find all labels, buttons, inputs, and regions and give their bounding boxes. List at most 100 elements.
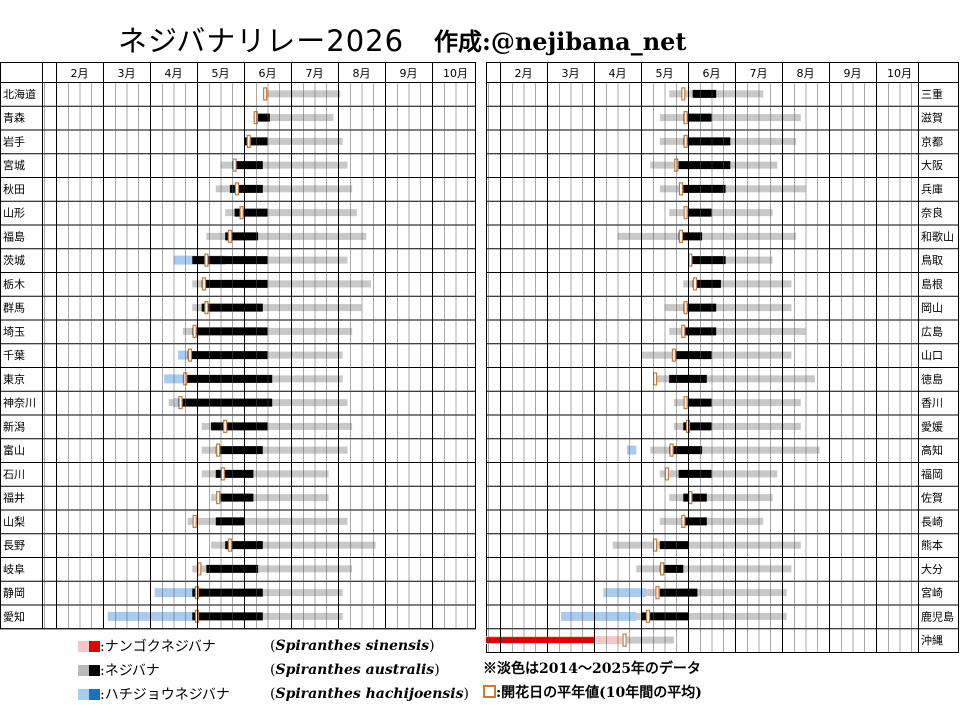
prefecture-label: 福島 (3, 229, 25, 243)
bar-australis-light (688, 256, 773, 264)
prefecture-label: 佐賀 (921, 491, 943, 505)
legend-note-light-text: ※淡色は2014～2025年のデータ (483, 661, 701, 677)
swatch-sinensis-light (78, 641, 89, 652)
bar-australis-dark (688, 256, 726, 265)
prefecture-label: 京都 (921, 134, 943, 148)
avg-marker (681, 324, 686, 338)
bar-australis-dark (673, 351, 712, 360)
prefecture-label: 鳥取 (921, 253, 943, 267)
prefecture-label: 大分 (921, 562, 943, 576)
bar-australis-dark (683, 184, 726, 193)
bar-australis-light (683, 280, 792, 288)
legend-hachijoensis-sci-text: Spiranthes hachijoensis (275, 686, 464, 702)
prefecture-label: 埼玉 (3, 324, 25, 338)
bar-australis-light (201, 470, 329, 478)
avg-marker (652, 538, 658, 552)
legend-note-avg-text: :開花日の平年値(10年間の平均) (496, 685, 702, 701)
prefecture-label: 山口 (921, 349, 943, 362)
bar-australis-light (187, 517, 348, 525)
avg-marker (683, 206, 688, 220)
prefecture-label: 岩手 (3, 134, 25, 148)
bar-australis-dark (683, 113, 712, 122)
bar-australis-dark (187, 351, 268, 360)
bar-australis-dark (232, 161, 263, 170)
bar-australis-light (211, 494, 329, 502)
prefecture-label: 宮崎 (921, 586, 943, 600)
bar-australis-light (612, 541, 801, 549)
avg-marker (227, 538, 232, 552)
bar-australis-dark (182, 374, 273, 383)
avg-marker (234, 182, 240, 196)
prefecture-label: 和歌山 (921, 229, 954, 243)
legend-australis: :ネジバナ (78, 660, 160, 680)
bar-australis-dark (244, 137, 268, 146)
bar-australis-light (626, 636, 674, 644)
bar-australis-light (215, 185, 353, 193)
bar-hachijoensis-light (178, 350, 188, 360)
page-title: ネジバナリレー2026 (118, 24, 405, 58)
avg-marker (178, 396, 183, 410)
month-label: 3月 (118, 67, 136, 80)
bar-australis-dark (683, 327, 717, 336)
bar-australis-dark (659, 564, 684, 573)
bar-australis-dark (683, 517, 707, 526)
prefecture-label: 石川 (3, 468, 25, 481)
legend-australis-sci-text: Spiranthes australis (275, 662, 435, 678)
month-label: 5月 (656, 67, 674, 80)
prefecture-label: 鹿児島 (921, 609, 954, 623)
bar-australis-dark (678, 232, 703, 241)
bar-australis-dark (201, 279, 268, 288)
prefecture-label: 三重 (921, 87, 943, 101)
bar-australis-light (244, 137, 343, 145)
bar-australis-dark (669, 446, 703, 455)
avg-marker (197, 562, 202, 576)
avg-marker (187, 348, 193, 362)
month-label: 6月 (703, 67, 721, 80)
bar-australis-dark (192, 327, 268, 336)
prefecture-label: 滋賀 (921, 112, 943, 125)
prefecture-label: 島根 (921, 277, 943, 291)
avg-marker (220, 467, 225, 481)
avg-marker (227, 229, 232, 243)
avg-marker (669, 443, 674, 457)
legend-hachijoensis-label: :ハチジョウネジバナ (100, 687, 230, 703)
prefecture-label: 香川 (921, 397, 943, 410)
prefecture-label: 愛知 (3, 609, 25, 623)
bar-australis-dark (678, 161, 731, 170)
month-label: 5月 (212, 67, 230, 80)
avg-marker (683, 111, 688, 125)
prefecture-label: 千葉 (3, 348, 25, 362)
legend-australis-sci: (Spiranthes australis) (270, 662, 440, 678)
bar-australis-dark (211, 422, 268, 431)
prefecture-label: 高知 (921, 443, 943, 457)
title-area: ネジバナリレー2026 作成:@nejibana_net (0, 0, 960, 58)
prefecture-label: 山梨 (3, 514, 25, 528)
prefecture-label: 山形 (3, 207, 25, 220)
bar-australis-light (192, 565, 353, 573)
bar-australis-dark (678, 469, 712, 478)
month-label: 7月 (750, 67, 768, 80)
bar-australis-light (192, 304, 362, 312)
bar-australis-light (192, 280, 371, 288)
bar-australis-dark (201, 303, 263, 312)
bar-hachijoensis-light (164, 374, 183, 384)
prefecture-label: 秋田 (3, 182, 25, 196)
month-label: 2月 (71, 67, 89, 80)
avg-marker (671, 348, 677, 362)
month-label: 10月 (443, 67, 468, 80)
month-label: 10月 (887, 67, 912, 80)
bar-australis-light (211, 541, 376, 549)
legend-sinensis-sci: (Spiranthes sinensis) (270, 638, 435, 654)
bar-australis-dark (659, 588, 698, 597)
month-label: 2月 (515, 67, 533, 80)
prefecture-label: 広島 (921, 324, 943, 338)
bar-australis-dark (692, 89, 717, 98)
bar-australis-dark (192, 588, 263, 597)
avg-marker (681, 87, 686, 101)
bar-australis-dark (220, 493, 254, 502)
bar-australis-dark (192, 256, 268, 265)
panel-frame (0, 62, 476, 630)
bar-hachijoensis-light (154, 588, 202, 598)
swatch-hachijoensis-light (78, 689, 89, 700)
prefecture-label: 大阪 (921, 158, 943, 172)
